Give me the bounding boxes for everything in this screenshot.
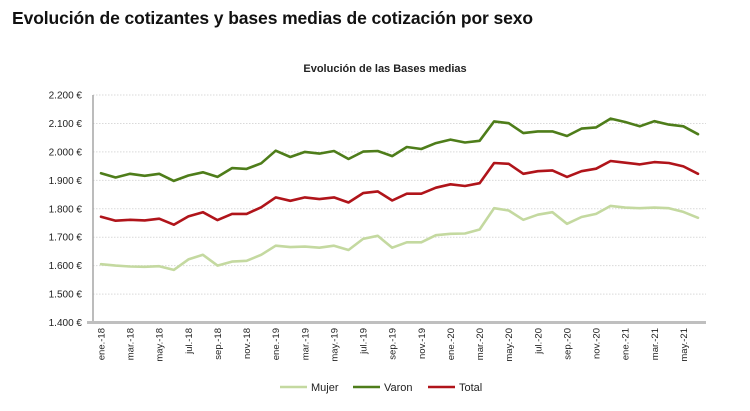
x-tick-label: jul.-20: [533, 328, 544, 355]
x-tick-label: may.-21: [679, 328, 690, 362]
y-tick-label: 1.500 €: [49, 290, 83, 301]
x-tick-label: mar.-19: [300, 328, 311, 360]
chart-title: Evolución de las Bases medias: [303, 63, 467, 75]
legend-label: Mujer: [311, 382, 339, 394]
page-title: Evolución de cotizantes y bases medias d…: [12, 8, 534, 28]
x-axis-tick-labels: ene.-18 mar.-18 may.-18 jul.-18 sep.-18 nov.-…: [97, 328, 690, 362]
x-tick-label: mar.-20: [475, 328, 486, 360]
x-tick-label: ene.-18: [97, 328, 108, 360]
legend: Mujer Varon Total: [280, 382, 482, 394]
x-tick-label: may.-20: [504, 328, 515, 362]
x-tick-label: jul.-19: [359, 328, 370, 355]
y-axis-tick-labels: 1.400 € 1.500 € 1.600 € 1.700 € 1.800 € 1.900…: [49, 91, 83, 330]
y-tick-label: 1.700 €: [49, 233, 83, 244]
x-tick-label: nov.-19: [417, 328, 428, 359]
x-tick-label: jul.-18: [184, 328, 195, 355]
x-tick-label: sep.-20: [562, 328, 573, 360]
x-tick-label: mar.-21: [650, 328, 661, 360]
x-tick-label: ene.-19: [271, 328, 282, 360]
axes: [87, 95, 706, 324]
legend-item-varon: Varon: [353, 382, 413, 394]
x-tick-label: ene.-21: [621, 328, 632, 360]
x-tick-label: sep.-19: [388, 328, 399, 360]
gridlines: [93, 94, 706, 295]
legend-label: Varon: [384, 382, 413, 394]
legend-item-total: Total: [428, 382, 482, 394]
y-tick-label: 1.800 €: [49, 204, 83, 215]
y-tick-label: 2.200 €: [49, 91, 83, 102]
series-line-mujer: [99, 204, 700, 272]
y-tick-label: 1.600 €: [49, 261, 83, 272]
y-tick-label: 2.000 €: [49, 147, 83, 158]
x-tick-label: mar.-18: [126, 328, 137, 360]
y-tick-label: 1.400 €: [49, 318, 83, 329]
series-line-varon: [99, 117, 700, 183]
x-tick-label: nov.-20: [592, 328, 603, 359]
y-tick-label: 2.100 €: [49, 119, 83, 130]
legend-label: Total: [459, 382, 482, 394]
x-tick-label: nov.-18: [242, 328, 253, 359]
x-tick-label: ene.-20: [446, 328, 457, 360]
y-tick-label: 1.900 €: [49, 176, 83, 187]
x-tick-label: may.-19: [329, 328, 340, 362]
x-tick-label: sep.-18: [213, 328, 224, 360]
x-tick-label: may.-18: [155, 328, 166, 362]
series-line-total: [99, 159, 700, 226]
legend-item-mujer: Mujer: [280, 382, 339, 394]
series-lines: [99, 117, 700, 272]
